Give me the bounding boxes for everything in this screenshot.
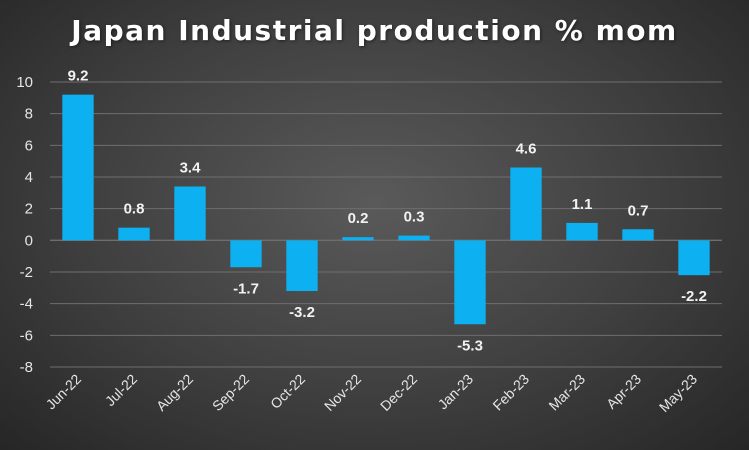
y-tick-label: -2 xyxy=(20,264,33,281)
y-tick-label: 8 xyxy=(25,106,33,123)
x-tick-label: Nov-22 xyxy=(321,371,364,414)
x-tick-label: Dec-22 xyxy=(377,371,420,414)
y-tick-label: 2 xyxy=(25,201,33,218)
data-label: -1.7 xyxy=(233,280,259,297)
data-label: 9.2 xyxy=(68,68,89,85)
data-label: -2.2 xyxy=(681,288,707,305)
x-axis-ticks: Jun-22 Jul-22 Aug-22 Sep-22 Oct-22 Nov-22 Dec-… xyxy=(43,371,701,415)
x-tick-label: Aug-22 xyxy=(153,371,196,414)
data-label: 3.4 xyxy=(180,160,202,177)
bar xyxy=(510,167,542,241)
bar xyxy=(118,227,150,241)
chart-title: Japan Industrial production % mom xyxy=(71,14,678,47)
data-label: 0.8 xyxy=(124,201,145,218)
data-label: -3.2 xyxy=(289,304,315,321)
gridlines xyxy=(50,81,722,368)
data-label: 1.1 xyxy=(572,196,593,213)
data-label: 0.3 xyxy=(404,209,425,226)
y-tick-label: 0 xyxy=(25,232,33,249)
bar xyxy=(622,229,654,241)
data-label: 0.2 xyxy=(348,210,369,227)
data-label: 0.7 xyxy=(628,202,649,219)
y-tick-label: 6 xyxy=(25,137,33,154)
bar xyxy=(286,240,318,291)
bar xyxy=(398,235,430,241)
y-tick-label: -4 xyxy=(20,296,33,313)
bar xyxy=(342,237,374,241)
x-tick-label: Jan-23 xyxy=(435,371,477,413)
bar xyxy=(678,240,710,276)
data-label: 4.6 xyxy=(516,141,537,158)
x-tick-label: Jun-22 xyxy=(43,371,85,413)
bar xyxy=(174,186,206,241)
y-tick-label: 10 xyxy=(16,74,33,91)
x-tick-label: May-23 xyxy=(656,371,700,415)
bar xyxy=(230,240,262,268)
x-tick-label: Jul-22 xyxy=(102,371,140,409)
bars xyxy=(62,94,710,325)
bar xyxy=(454,240,486,325)
bar xyxy=(566,222,598,241)
data-label: -5.3 xyxy=(457,337,483,354)
y-tick-label: 4 xyxy=(25,169,33,186)
x-tick-label: Feb-23 xyxy=(489,371,532,414)
x-tick-label: Sep-22 xyxy=(209,371,252,414)
y-tick-label: -8 xyxy=(20,359,33,376)
x-tick-label: Oct-22 xyxy=(267,371,308,412)
data-labels: 9.2 0.8 3.4 -1.7 -3.2 0.2 0.3 -5.3 4.6 1.1 0.7 -2.2 xyxy=(68,68,707,355)
y-axis-ticks: 10 8 6 4 2 0 -2 -4 -6 -8 xyxy=(16,74,33,376)
bar xyxy=(62,94,94,241)
x-tick-label: Mar-23 xyxy=(545,371,588,414)
x-tick-label: Apr-23 xyxy=(603,371,644,412)
y-tick-label: -6 xyxy=(20,327,33,344)
